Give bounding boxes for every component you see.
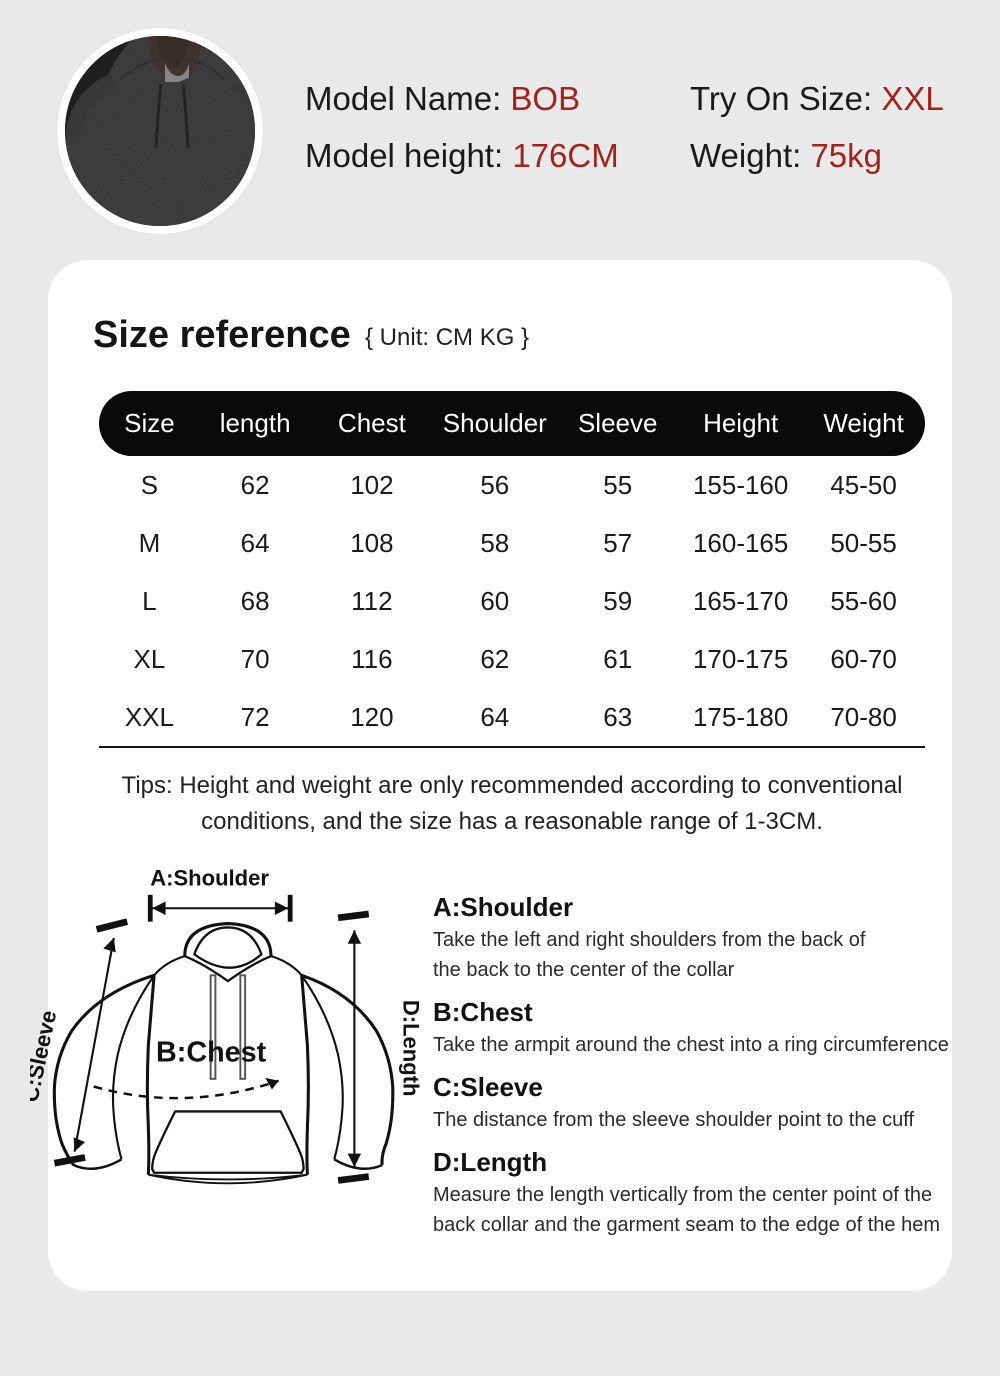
svg-text:B:Chest: B:Chest xyxy=(156,1037,267,1069)
svg-text:D:Length: D:Length xyxy=(398,1000,420,1097)
svg-text:A:Shoulder: A:Shoulder xyxy=(150,868,269,890)
svg-text:C:Sleeve: C:Sleeve xyxy=(30,1008,61,1104)
